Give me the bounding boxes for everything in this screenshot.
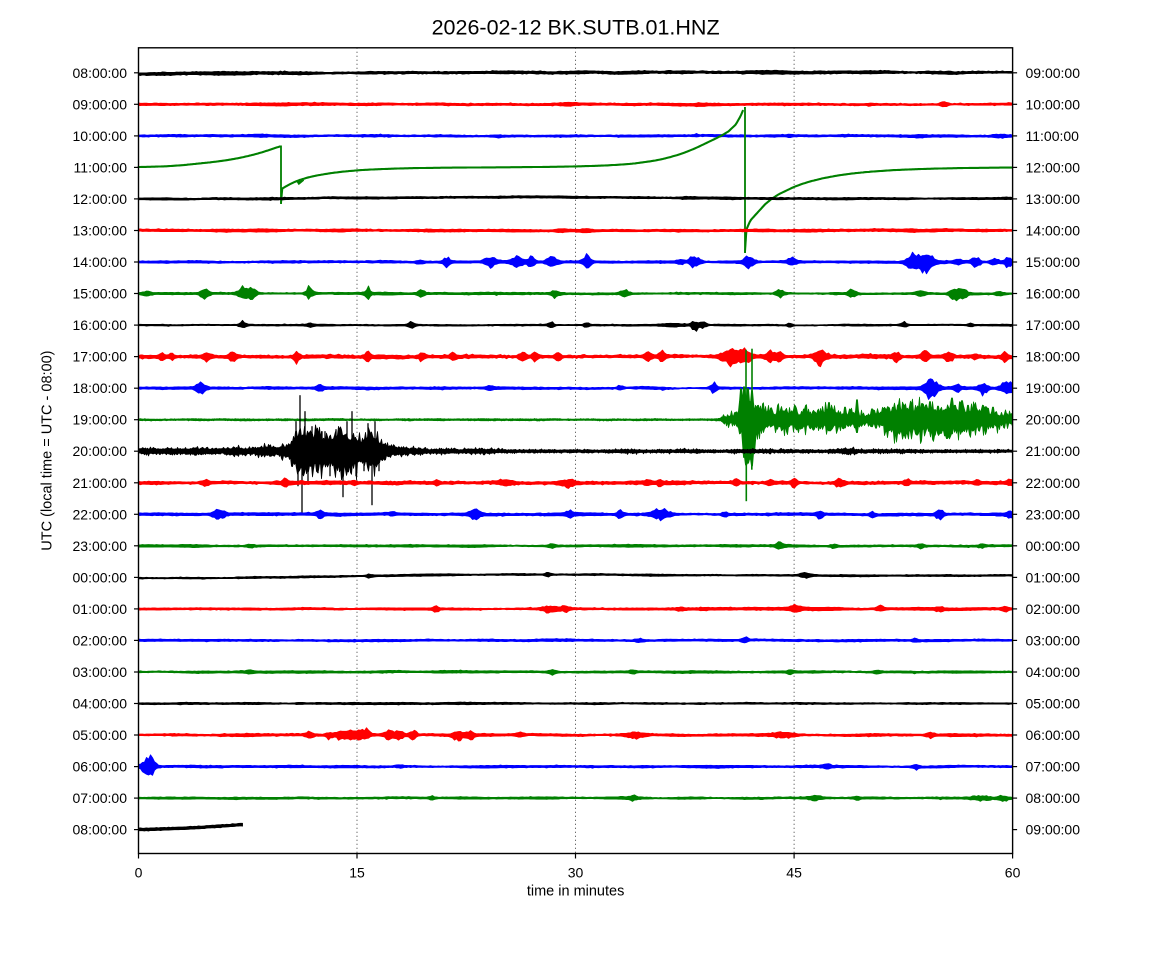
svg-text:11:00:00: 11:00:00 <box>1026 128 1080 144</box>
svg-text:09:00:00: 09:00:00 <box>73 96 128 112</box>
svg-text:0: 0 <box>135 865 143 881</box>
svg-text:08:00:00: 08:00:00 <box>73 822 128 838</box>
svg-text:time in minutes: time in minutes <box>527 884 625 900</box>
svg-text:11:00:00: 11:00:00 <box>74 159 128 175</box>
svg-text:60: 60 <box>1005 865 1021 881</box>
svg-text:15: 15 <box>349 865 365 881</box>
svg-text:00:00:00: 00:00:00 <box>1026 538 1081 554</box>
svg-text:23:00:00: 23:00:00 <box>73 538 128 554</box>
svg-text:02:00:00: 02:00:00 <box>73 632 128 648</box>
svg-text:20:00:00: 20:00:00 <box>1026 412 1081 428</box>
svg-text:20:00:00: 20:00:00 <box>73 443 128 459</box>
svg-text:13:00:00: 13:00:00 <box>1026 191 1081 207</box>
svg-text:02:00:00: 02:00:00 <box>1026 601 1081 617</box>
svg-text:45: 45 <box>786 865 802 881</box>
svg-text:10:00:00: 10:00:00 <box>1026 96 1081 112</box>
svg-text:04:00:00: 04:00:00 <box>73 696 128 712</box>
svg-text:17:00:00: 17:00:00 <box>73 349 128 365</box>
svg-text:09:00:00: 09:00:00 <box>1026 822 1081 838</box>
svg-text:18:00:00: 18:00:00 <box>73 380 128 396</box>
svg-text:06:00:00: 06:00:00 <box>73 759 128 775</box>
svg-text:13:00:00: 13:00:00 <box>73 223 128 239</box>
svg-text:22:00:00: 22:00:00 <box>73 506 128 522</box>
svg-text:00:00:00: 00:00:00 <box>73 569 128 585</box>
svg-text:23:00:00: 23:00:00 <box>1026 506 1081 522</box>
svg-text:04:00:00: 04:00:00 <box>1026 664 1081 680</box>
svg-text:01:00:00: 01:00:00 <box>1026 569 1081 585</box>
svg-text:14:00:00: 14:00:00 <box>73 254 128 270</box>
svg-text:14:00:00: 14:00:00 <box>1026 223 1081 239</box>
svg-text:06:00:00: 06:00:00 <box>1026 727 1081 743</box>
svg-text:05:00:00: 05:00:00 <box>1026 696 1081 712</box>
svg-text:2026-02-12 BK.SUTB.01.HNZ: 2026-02-12 BK.SUTB.01.HNZ <box>432 16 720 40</box>
svg-text:07:00:00: 07:00:00 <box>73 790 128 806</box>
svg-text:21:00:00: 21:00:00 <box>73 475 128 491</box>
svg-text:16:00:00: 16:00:00 <box>1026 286 1081 302</box>
svg-text:09:00:00: 09:00:00 <box>1026 65 1081 81</box>
svg-text:30: 30 <box>568 865 584 881</box>
svg-text:03:00:00: 03:00:00 <box>73 664 128 680</box>
svg-text:08:00:00: 08:00:00 <box>1026 790 1081 806</box>
svg-text:10:00:00: 10:00:00 <box>73 128 128 144</box>
svg-text:01:00:00: 01:00:00 <box>73 601 128 617</box>
svg-text:19:00:00: 19:00:00 <box>73 412 128 428</box>
svg-text:19:00:00: 19:00:00 <box>1026 380 1081 396</box>
svg-text:03:00:00: 03:00:00 <box>1026 632 1081 648</box>
svg-text:15:00:00: 15:00:00 <box>1026 254 1081 270</box>
svg-text:17:00:00: 17:00:00 <box>1026 317 1081 333</box>
svg-text:16:00:00: 16:00:00 <box>73 317 128 333</box>
svg-text:05:00:00: 05:00:00 <box>73 727 128 743</box>
svg-text:12:00:00: 12:00:00 <box>1026 159 1081 175</box>
svg-text:21:00:00: 21:00:00 <box>1026 443 1081 459</box>
svg-text:22:00:00: 22:00:00 <box>1026 475 1081 491</box>
svg-text:07:00:00: 07:00:00 <box>1026 759 1081 775</box>
svg-text:08:00:00: 08:00:00 <box>73 65 128 81</box>
svg-text:15:00:00: 15:00:00 <box>73 286 128 302</box>
svg-text:18:00:00: 18:00:00 <box>1026 349 1081 365</box>
svg-text:12:00:00: 12:00:00 <box>73 191 128 207</box>
svg-text:UTC (local time = UTC - 08:00): UTC (local time = UTC - 08:00) <box>40 350 56 550</box>
